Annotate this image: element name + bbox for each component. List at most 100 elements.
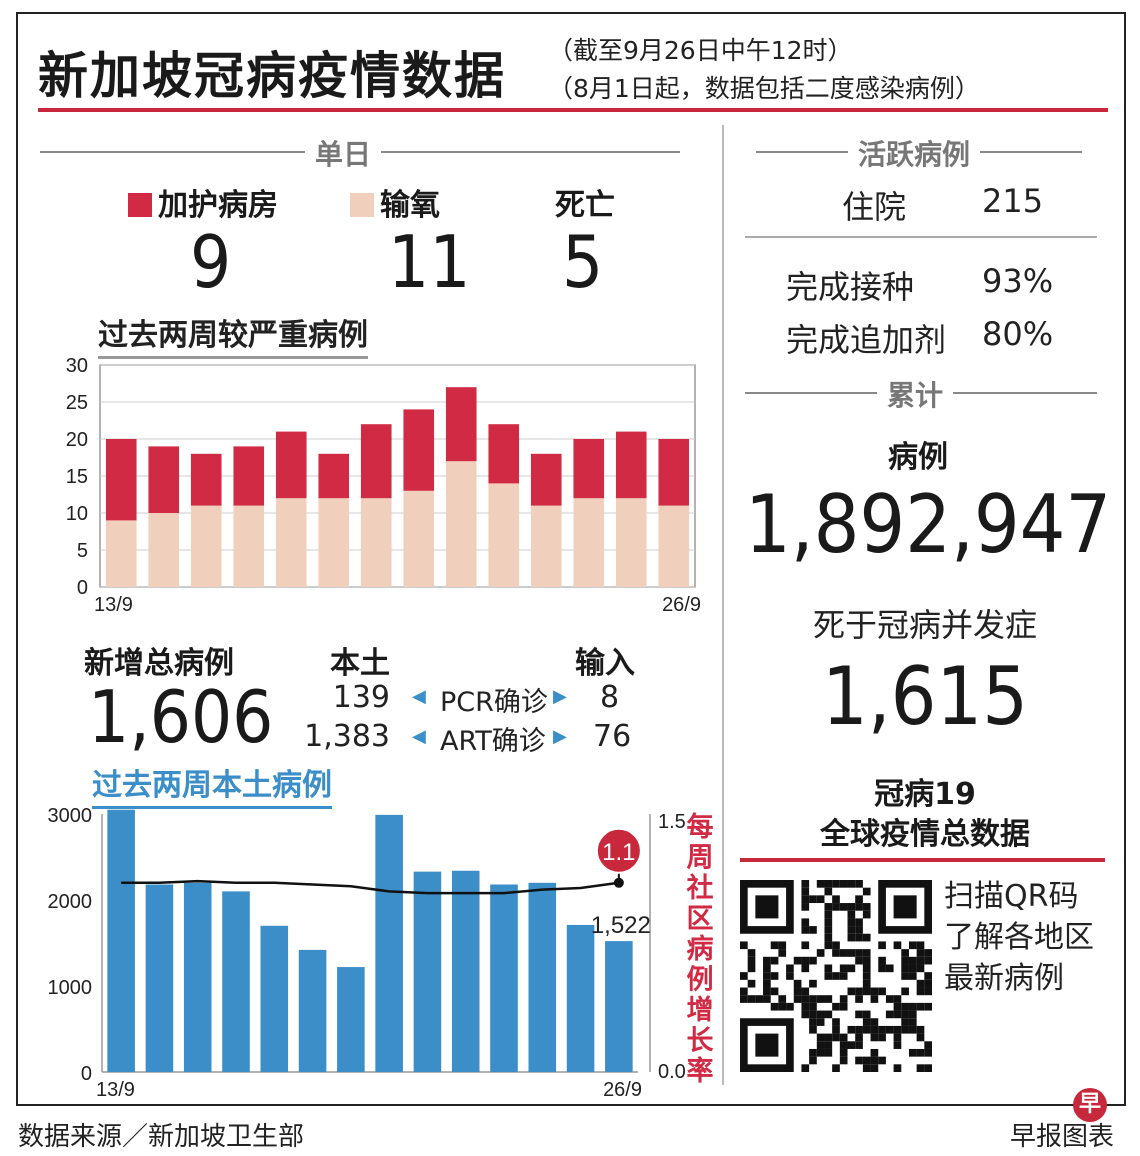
- bar-oxygen: [530, 505, 562, 587]
- active-heading: 活跃病例: [848, 133, 981, 173]
- y2-axis-label-char: 周: [687, 843, 714, 873]
- y-tick-label: 1000: [48, 977, 93, 999]
- y-tick-label: 20: [66, 429, 88, 451]
- vacc-rate: 93%: [982, 262, 1054, 300]
- bar-local-cases: [222, 891, 250, 1072]
- bar-oxygen: [445, 461, 477, 587]
- bar-local-cases: [145, 884, 174, 1072]
- x-end-label: 26/9: [662, 594, 701, 616]
- bar-local-cases: [528, 882, 557, 1072]
- bar-local-cases: [183, 882, 212, 1072]
- local-label: 本土: [330, 646, 390, 681]
- hosp-count: 215: [982, 182, 1044, 220]
- bar-local-cases: [298, 949, 327, 1072]
- bar-local-cases: [566, 924, 595, 1072]
- oxygen-count: 11: [388, 220, 471, 304]
- local-chart-title: 过去两周本土病例: [92, 760, 332, 809]
- bar-local-cases: [451, 870, 480, 1072]
- death-count: 5: [562, 220, 604, 304]
- y2-tick-label: 1.5: [658, 811, 686, 833]
- bar-icu: [148, 446, 180, 513]
- qr-code-icon[interactable]: [740, 880, 932, 1072]
- y-tick-label: 10: [66, 503, 88, 525]
- bar-oxygen: [573, 498, 605, 587]
- bar-local-cases: [605, 941, 633, 1072]
- global-heading-line-2: 全球疫情总数据: [820, 817, 1030, 852]
- bar-local-cases: [490, 884, 518, 1072]
- y-tick-label: 5: [77, 540, 88, 562]
- art-label: ART确诊: [440, 726, 546, 757]
- bar-oxygen: [275, 498, 307, 587]
- new-cases-total: 1,606: [88, 675, 274, 759]
- bar-icu: [105, 439, 137, 521]
- qr-caption: 扫描QR码 了解各地区 最新病例: [944, 876, 1094, 999]
- bar-oxygen: [360, 498, 392, 587]
- death-label: 死亡: [555, 188, 615, 223]
- y-tick-label: 3000: [48, 806, 93, 827]
- source-note: 数据来源／新加坡卫生部: [18, 1122, 305, 1152]
- last-bar-value: 1,522: [591, 912, 651, 939]
- icu-label: 加护病房: [128, 180, 278, 224]
- bar-oxygen: [318, 498, 350, 587]
- bar-oxygen: [148, 513, 180, 587]
- bar-oxygen: [658, 505, 690, 587]
- art-import: 76: [593, 719, 632, 754]
- y2-axis-label-char: 率: [687, 1055, 714, 1086]
- y2-axis-label-char: 病: [687, 934, 714, 964]
- bar-icu: [445, 387, 477, 462]
- oxygen-label: 输氧: [350, 180, 440, 224]
- bar-oxygen: [190, 505, 222, 587]
- cumulative-heading: 累计: [877, 374, 954, 414]
- cumulative-cases: 1,892,947: [745, 478, 1112, 571]
- icu-count: 9: [190, 220, 232, 304]
- x-end-label: 26/9: [603, 1079, 642, 1101]
- bar-icu: [190, 453, 222, 506]
- page-title: 新加坡冠病疫情数据: [38, 47, 506, 105]
- bar-oxygen: [233, 505, 265, 587]
- icu-swatch: [128, 193, 152, 217]
- subtitle-line-1: （截至9月26日中午12时）: [548, 36, 853, 65]
- credit-note: 早报图表: [1010, 1122, 1115, 1152]
- bar-oxygen: [615, 498, 647, 587]
- cumulative-deaths: 1,615: [822, 650, 1028, 743]
- bar-icu: [488, 424, 520, 484]
- import-label: 输入: [575, 646, 635, 681]
- y-tick-label: 2000: [48, 891, 93, 913]
- art-left-arrow-icon: ◀: [412, 726, 426, 747]
- new-cases-label: 新增总病例: [84, 646, 234, 681]
- y-tick-label: 30: [66, 355, 88, 377]
- pcr-local: 139: [332, 680, 390, 715]
- bar-icu: [275, 431, 307, 499]
- pcr-right-arrow-icon: ▶: [553, 686, 567, 707]
- y2-axis-label-char: 社: [687, 872, 714, 903]
- pcr-label: PCR确诊: [440, 687, 548, 718]
- bar-oxygen: [403, 490, 435, 587]
- bar-icu: [573, 439, 605, 499]
- x-start-label: 13/9: [94, 594, 133, 616]
- vacc-label: 完成接种: [786, 268, 915, 306]
- pcr-import: 8: [600, 680, 620, 715]
- booster-label: 完成追加剂: [786, 321, 947, 359]
- bar-icu: [615, 431, 647, 499]
- global-heading-line-1: 冠病19: [874, 777, 976, 812]
- oxygen-swatch: [350, 193, 374, 217]
- y2-axis-label-char: 例: [687, 965, 714, 995]
- cumulative-cases-label: 病例: [888, 440, 948, 475]
- growth-rate-bubble: [595, 827, 642, 874]
- bar-icu: [658, 439, 690, 506]
- oxygen-label-text: 输氧: [380, 188, 440, 223]
- y-tick-label: 0: [77, 577, 88, 599]
- bar-local-cases: [337, 967, 365, 1072]
- hosp-label: 住院: [842, 188, 907, 226]
- y-tick-label: 25: [66, 392, 88, 414]
- subtitle-line-2: （8月1日起，数据包括二度感染病例）: [548, 74, 980, 103]
- bar-icu: [403, 409, 435, 491]
- bar-icu: [530, 453, 562, 506]
- qr-caption-line-2: 了解各地区: [944, 920, 1094, 955]
- severe-cases-chart: 0 5 10 15 20 25 30 13/9 26/9: [66, 355, 701, 616]
- art-right-arrow-icon: ▶: [553, 726, 567, 747]
- y-tick-label: 15: [66, 466, 88, 488]
- zaobao-logo-icon: 早: [1073, 1088, 1107, 1122]
- y2-axis-label-char: 增: [687, 994, 714, 1025]
- x-start-label: 13/9: [96, 1079, 135, 1101]
